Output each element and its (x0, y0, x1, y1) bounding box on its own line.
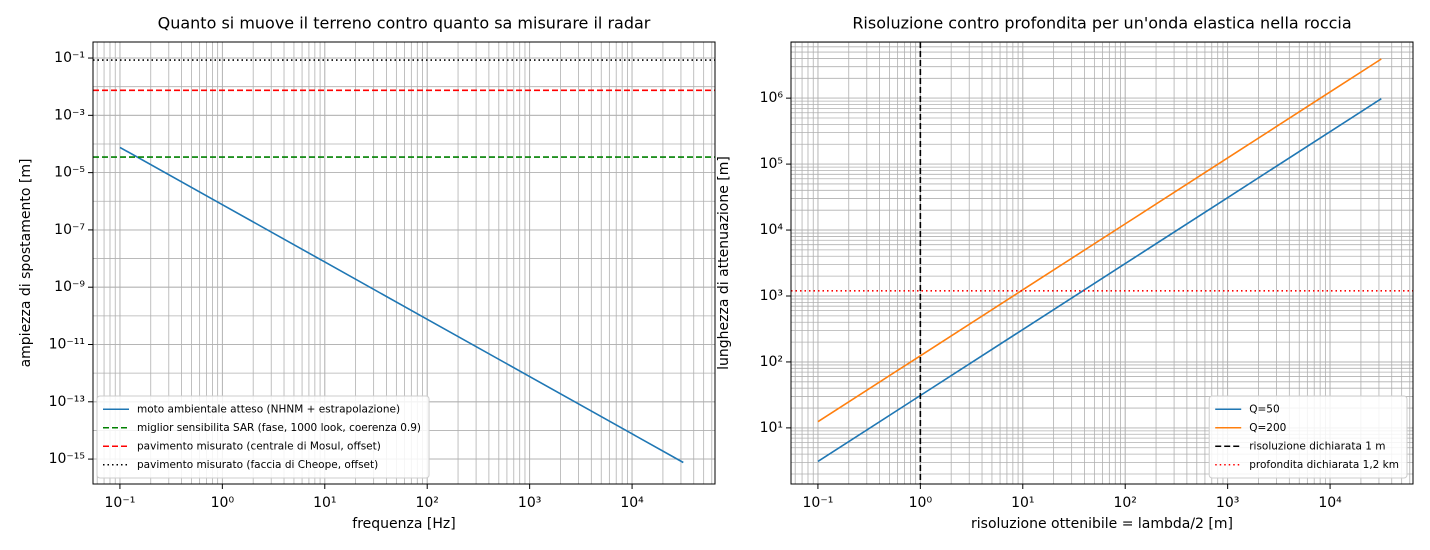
y-tick-label: 10⁻¹¹ (49, 337, 85, 353)
x-tick-label: 10⁴ (1318, 495, 1342, 511)
x-tick-label: 10⁴ (620, 495, 644, 511)
y-tick-label: 10⁻⁷ (54, 222, 85, 238)
axes-frame (92, 41, 716, 485)
x-tick-label: 10³ (518, 495, 541, 511)
legend-label: moto ambientale atteso (NHNM + estrapola… (137, 403, 400, 415)
y-tick-label: 10⁻⁹ (54, 279, 85, 295)
x-tick-label: 10² (415, 495, 438, 511)
legend-box (1208, 395, 1408, 479)
x-tick-label: 10¹ (1011, 495, 1034, 511)
x-tick-label: 10³ (1216, 495, 1239, 511)
plot-area (791, 42, 1413, 484)
y-tick-label: 10⁻⁵ (54, 165, 85, 181)
y-tick-label: 10⁻¹³ (49, 394, 85, 410)
y-tick-label: 10² (760, 354, 783, 370)
y-axis-label: ampiezza di spostamento [m] (18, 159, 34, 368)
legend: Q=50 Q=200 risoluzione dichiarata 1 m profo… (1208, 395, 1408, 479)
x-tick-label: 10¹ (313, 495, 336, 511)
x-tick-label: 10⁻¹ (803, 495, 834, 511)
y-tick-label: 10⁵ (760, 156, 783, 172)
legend-label: Q=50 (1249, 403, 1279, 415)
legend-label: miglior sensibilita SAR (fase, 1000 look… (137, 422, 421, 434)
chart-title: Quanto si muove il terreno contro quanto… (158, 14, 651, 33)
y-axis-label: lunghezza di attenuazione [m] (716, 156, 732, 370)
y-tick-label: 10⁴ (760, 222, 784, 238)
legend-label: pavimento misurato (centrale di Mosul, o… (137, 440, 381, 452)
legend-label: risoluzione dichiarata 1 m (1249, 440, 1385, 452)
legend-label: Q=200 (1249, 422, 1286, 434)
x-axis-label: frequenza [Hz] (352, 516, 455, 532)
axes-frame (790, 41, 1414, 485)
x-tick-label: 10⁻¹ (105, 495, 136, 511)
y-tick-label: 10¹ (760, 420, 783, 436)
x-tick-label: 10⁰ (211, 495, 235, 511)
legend: moto ambientale atteso (NHNM + estrapola… (96, 395, 430, 479)
x-tick-label: 10⁰ (909, 495, 933, 511)
legend-label: profondita dichiarata 1,2 km (1249, 459, 1399, 471)
y-tick-label: 10³ (760, 288, 783, 304)
x-tick-label: 10² (1113, 495, 1136, 511)
y-tick-label: 10⁻¹ (54, 50, 85, 66)
y-tick-label: 10⁻³ (54, 107, 85, 123)
series-line (119, 146, 684, 464)
x-axis-label: risoluzione ottenibile = lambda/2 [m] (971, 516, 1233, 532)
y-tick-label: 10⁶ (760, 90, 784, 106)
y-tick-label: 10⁻¹⁵ (49, 451, 85, 467)
legend-box (96, 395, 430, 479)
plot-area (93, 59, 715, 464)
series-line (817, 58, 1382, 423)
legend-label: pavimento misurato (faccia di Cheope, of… (137, 459, 378, 471)
chart-title: Risoluzione contro profondita per un'ond… (852, 14, 1351, 33)
